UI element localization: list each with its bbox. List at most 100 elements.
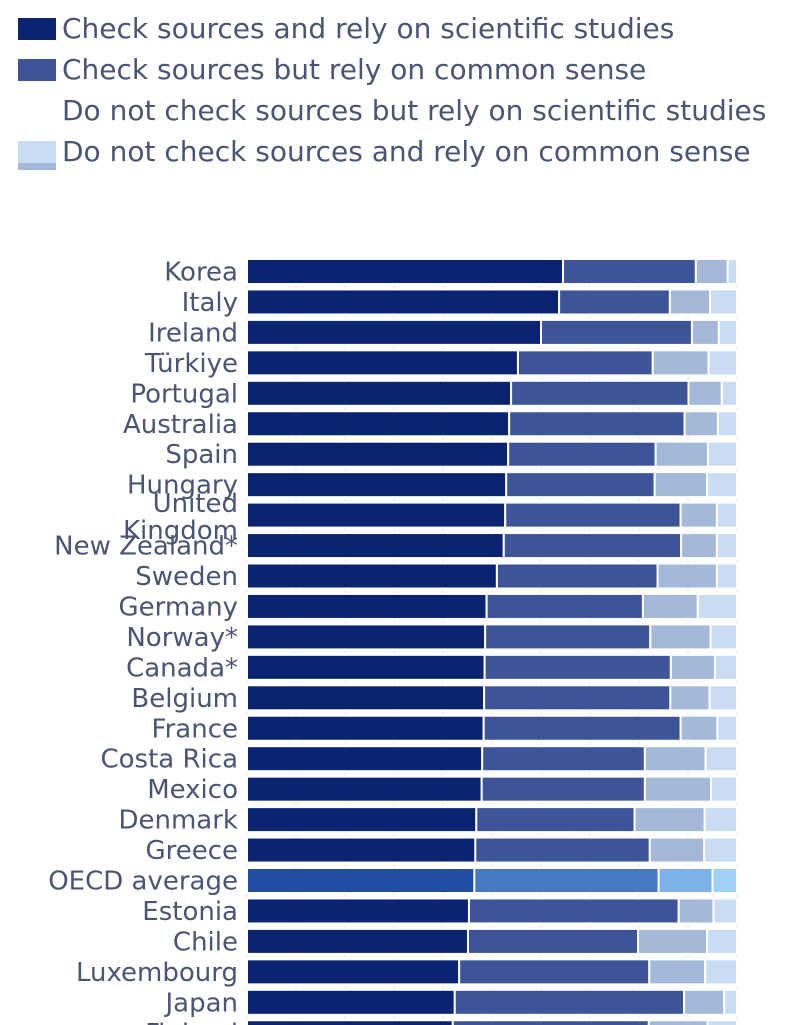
bar-france-series-3[interactable]: [716, 714, 739, 742]
bar-luxembourg-series-2[interactable]: [648, 958, 707, 986]
bar-costa-rica-series-2[interactable]: [643, 745, 707, 773]
bar-italy-series-1[interactable]: [558, 288, 671, 316]
bar-japan-series-0[interactable]: [246, 988, 456, 1016]
bar-luxembourg-series-0[interactable]: [246, 958, 461, 986]
bar-ireland-series-3[interactable]: [717, 318, 738, 346]
bar-chile-series-0[interactable]: [246, 927, 469, 955]
bar-portugal-series-1[interactable]: [510, 379, 690, 407]
bar-greece-series-3[interactable]: [703, 836, 738, 864]
bar-korea-series-1[interactable]: [562, 258, 697, 285]
bar-korea-series-2[interactable]: [694, 258, 729, 285]
bar-chile-series-1[interactable]: [466, 927, 640, 955]
bar-finland-series-2[interactable]: [647, 1019, 709, 1025]
bar-new-zealand-series-3[interactable]: [715, 532, 738, 560]
bar-united-kingdom-series-0[interactable]: [246, 501, 507, 529]
bar-sweden-series-3[interactable]: [715, 562, 738, 590]
bar-finland-series-3[interactable]: [706, 1019, 738, 1025]
bar-italy-series-3[interactable]: [709, 288, 738, 316]
bar-sweden-series-0[interactable]: [246, 562, 498, 590]
bar-new-zealand-series-1[interactable]: [502, 532, 683, 560]
bar-japan-series-1[interactable]: [453, 988, 686, 1016]
bar-greece-series-0[interactable]: [246, 836, 477, 864]
bar-italy-series-0[interactable]: [246, 288, 561, 316]
bar-germany-series-1[interactable]: [485, 592, 644, 620]
bar-canada-series-1[interactable]: [483, 653, 672, 681]
bar-belgium-series-3[interactable]: [708, 684, 738, 712]
bar-france-series-2[interactable]: [679, 714, 719, 742]
bar-hungary-series-1[interactable]: [505, 471, 656, 499]
legend-item-nocheck-common[interactable]: Do not check sources and rely on common …: [18, 131, 788, 172]
bar-hungary-series-0[interactable]: [246, 471, 508, 499]
bar-belgium-series-2[interactable]: [669, 684, 711, 712]
bar-luxembourg-series-1[interactable]: [458, 958, 651, 986]
bar-denmark-series-1[interactable]: [475, 806, 636, 834]
bar-australia-series-0[interactable]: [246, 410, 511, 438]
bar-norway-series-0[interactable]: [246, 623, 487, 651]
bar-belgium-series-1[interactable]: [483, 684, 672, 712]
bar-chile-series-3[interactable]: [706, 927, 738, 955]
bar-spain-series-1[interactable]: [507, 440, 657, 468]
bar-portugal-series-2[interactable]: [687, 379, 723, 407]
bar-greece-series-2[interactable]: [648, 836, 706, 864]
bar-mexico-series-2[interactable]: [643, 775, 713, 803]
bar-australia-series-1[interactable]: [508, 410, 686, 438]
bar-costa-rica-series-1[interactable]: [481, 745, 646, 773]
bar-spain-series-2[interactable]: [654, 440, 710, 468]
bar-oecd-average-series-3[interactable]: [711, 867, 738, 894]
bar-japan-series-2[interactable]: [683, 988, 726, 1016]
bar-korea-series-0[interactable]: [246, 258, 565, 285]
bar-new-zealand-series-2[interactable]: [680, 532, 718, 560]
bar-portugal-series-0[interactable]: [246, 379, 513, 407]
bar-mexico-series-0[interactable]: [246, 775, 483, 803]
bar-norway-series-2[interactable]: [649, 623, 712, 651]
bar-mexico-series-3[interactable]: [710, 775, 739, 803]
legend-item-check-common[interactable]: Check sources but rely on common sense: [18, 49, 788, 90]
bar-denmark-series-2[interactable]: [633, 806, 706, 834]
bar-norway-series-3[interactable]: [709, 623, 738, 651]
bar-norway-series-1[interactable]: [484, 623, 652, 651]
legend-item-nocheck-sci[interactable]: Do not check sources but rely on scienti…: [18, 90, 788, 170]
bar-australia-series-3[interactable]: [716, 410, 739, 438]
bar-t-rkiye-series-0[interactable]: [246, 349, 519, 377]
bar-france-series-0[interactable]: [246, 714, 485, 742]
bar-chile-series-2[interactable]: [637, 927, 709, 955]
bar-mexico-series-1[interactable]: [480, 775, 646, 803]
bar-denmark-series-0[interactable]: [246, 806, 478, 834]
bar-finland-series-1[interactable]: [451, 1019, 650, 1025]
bar-spain-series-0[interactable]: [246, 440, 510, 468]
bar-portugal-series-3[interactable]: [720, 379, 738, 407]
bar-estonia-series-2[interactable]: [677, 897, 715, 925]
bar-united-kingdom-series-1[interactable]: [504, 501, 682, 529]
bar-greece-series-1[interactable]: [474, 836, 651, 864]
bar-denmark-series-3[interactable]: [703, 806, 738, 834]
bar-italy-series-2[interactable]: [668, 288, 712, 316]
bar-t-rkiye-series-1[interactable]: [516, 349, 654, 377]
bar-germany-series-2[interactable]: [641, 592, 699, 620]
bar-costa-rica-series-0[interactable]: [246, 745, 484, 773]
bar-estonia-series-0[interactable]: [246, 897, 470, 925]
bar-united-kingdom-series-2[interactable]: [679, 501, 718, 529]
bar-oecd-average-series-1[interactable]: [473, 867, 660, 894]
bar-estonia-series-3[interactable]: [712, 897, 738, 925]
bar-canada-series-3[interactable]: [713, 653, 739, 681]
bar-ireland-series-0[interactable]: [246, 318, 542, 346]
bar-france-series-1[interactable]: [482, 714, 682, 742]
bar-t-rkiye-series-3[interactable]: [707, 349, 739, 377]
bar-hungary-series-3[interactable]: [706, 471, 738, 499]
bar-canada-series-0[interactable]: [246, 653, 486, 681]
bar-t-rkiye-series-2[interactable]: [651, 349, 710, 377]
bar-costa-rica-series-3[interactable]: [704, 745, 739, 773]
bar-spain-series-3[interactable]: [707, 440, 739, 468]
bar-estonia-series-1[interactable]: [467, 897, 680, 925]
bar-hungary-series-2[interactable]: [653, 471, 709, 499]
bar-oecd-average-series-0[interactable]: [246, 867, 476, 894]
bar-sweden-series-2[interactable]: [656, 562, 718, 590]
bar-united-kingdom-series-3[interactable]: [715, 501, 738, 529]
bar-luxembourg-series-3[interactable]: [704, 958, 739, 986]
bar-germany-series-0[interactable]: [246, 592, 488, 620]
bar-new-zealand-series-0[interactable]: [246, 532, 505, 560]
bar-belgium-series-0[interactable]: [246, 684, 486, 712]
bar-oecd-average-series-2[interactable]: [657, 867, 714, 894]
bar-germany-series-3[interactable]: [696, 592, 738, 620]
bar-ireland-series-2[interactable]: [690, 318, 720, 346]
